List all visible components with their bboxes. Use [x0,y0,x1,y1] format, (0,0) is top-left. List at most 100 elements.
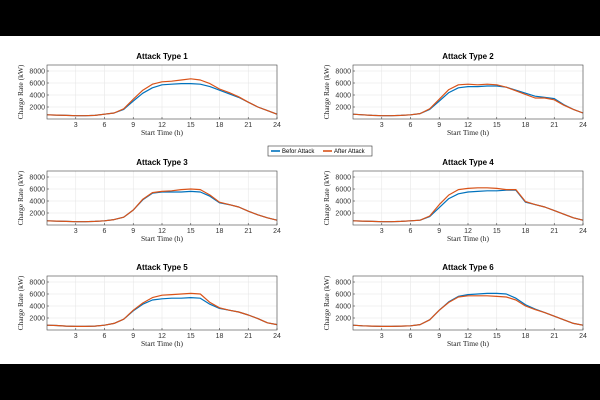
x-tick-label: 6 [409,122,413,129]
series-line-after-attack [352,187,584,223]
panel-5: 3 6 9 12 15 18 21 24 2000 4000 6000 8000 Attack Type… [16,263,281,348]
y-tick-label: 4000 [29,304,45,311]
series-line-after-attack [46,188,278,223]
x-tick-label: 21 [550,122,558,129]
y-tick-label: 4000 [335,304,351,311]
x-tick-label: 6 [103,333,107,340]
y-tick-label: 8000 [335,175,351,182]
x-tick-label: 12 [464,228,472,235]
chart-grid: 3 6 9 12 15 18 21 24 2000 4000 6000 8000 Attack Type… [16,52,587,348]
x-tick-label: 21 [244,228,252,235]
y-tick-label: 2000 [335,105,351,112]
panel-1: 3 6 9 12 15 18 21 24 2000 4000 6000 8000 Attack Type… [16,52,281,137]
y-axis-label: Charge Rate (kW) [322,170,331,225]
y-tick-label: 2000 [29,316,45,323]
y-tick-label: 2000 [29,211,45,218]
panel-title: Attack Type 6 [442,263,494,272]
x-tick-label: 9 [131,228,135,235]
x-axis-label: Start Time (h) [447,128,490,137]
x-tick-label: 18 [216,122,224,129]
x-tick-label: 21 [550,333,558,340]
x-tick-label: 3 [380,333,384,340]
y-tick-label: 2000 [29,105,45,112]
x-tick-label: 18 [522,122,530,129]
y-tick-label: 4000 [335,199,351,206]
x-tick-label: 24 [273,228,281,235]
x-tick-label: 24 [579,122,587,129]
panel-3: 3 6 9 12 15 18 21 24 2000 4000 6000 8000 Attack Type… [16,158,281,243]
y-tick-label: 8000 [335,280,351,287]
x-tick-label: 6 [103,122,107,129]
x-axis-label: Start Time (h) [141,234,184,243]
series-line-after-attack [352,83,584,117]
panel-4: 3 6 9 12 15 18 21 24 2000 4000 6000 8000 Attack Type… [322,158,587,243]
x-tick-label: 15 [187,333,195,340]
y-tick-label: 4000 [29,93,45,100]
y-axis-label: Charge Rate (kW) [16,170,25,225]
legend-label-befor-attack: Befor Attack [282,149,315,155]
y-tick-label: 4000 [29,199,45,206]
x-tick-label: 12 [158,333,166,340]
figure: 3 6 9 12 15 18 21 24 2000 4000 6000 8000 Attack Type… [0,36,600,364]
y-tick-label: 8000 [29,175,45,182]
x-tick-label: 21 [244,122,252,129]
x-tick-label: 9 [437,122,441,129]
x-tick-label: 18 [216,228,224,235]
x-tick-label: 9 [131,122,135,129]
x-tick-label: 24 [579,228,587,235]
x-tick-label: 15 [493,228,501,235]
series-line-after-attack [46,78,278,117]
x-tick-label: 6 [103,228,107,235]
x-tick-label: 9 [437,228,441,235]
series-line-after-attack [46,292,278,327]
x-tick-label: 12 [464,122,472,129]
x-tick-label: 15 [187,122,195,129]
x-tick-label: 3 [380,228,384,235]
legend: Befor Attack After Attack [267,145,373,157]
x-tick-label: 18 [522,333,530,340]
x-axis-label: Start Time (h) [141,339,184,348]
x-tick-label: 6 [409,333,413,340]
x-tick-label: 24 [273,333,281,340]
y-tick-label: 8000 [335,69,351,76]
x-tick-label: 18 [216,333,224,340]
x-tick-label: 21 [550,228,558,235]
panel-title: Attack Type 5 [136,263,188,272]
legend-box [267,145,373,157]
x-tick-label: 15 [187,228,195,235]
y-tick-label: 4000 [335,93,351,100]
y-tick-label: 6000 [29,292,45,299]
panel-title: Attack Type 3 [136,158,188,167]
panel-title: Attack Type 2 [442,52,494,61]
legend-label-after-attack: After Attack [334,149,366,155]
x-tick-label: 18 [522,228,530,235]
x-tick-label: 3 [74,228,78,235]
panel-title: Attack Type 1 [136,52,188,61]
x-axis-label: Start Time (h) [447,234,490,243]
x-tick-label: 3 [380,122,384,129]
y-tick-label: 6000 [335,187,351,194]
y-axis-label: Charge Rate (kW) [322,64,331,119]
panel-6: 3 6 9 12 15 18 21 24 2000 4000 6000 8000 Attack Type… [322,263,587,348]
x-tick-label: 3 [74,333,78,340]
x-tick-label: 24 [579,333,587,340]
y-tick-label: 6000 [29,187,45,194]
x-tick-label: 15 [493,333,501,340]
x-tick-label: 6 [409,228,413,235]
x-axis-label: Start Time (h) [141,128,184,137]
y-tick-label: 6000 [29,81,45,88]
y-tick-label: 8000 [29,280,45,287]
x-tick-label: 9 [131,333,135,340]
x-tick-label: 12 [464,333,472,340]
y-tick-label: 8000 [29,69,45,76]
x-tick-label: 21 [244,333,252,340]
x-tick-label: 24 [273,122,281,129]
x-tick-label: 3 [74,122,78,129]
panel-title: Attack Type 4 [442,158,494,167]
y-axis-label: Charge Rate (kW) [322,275,331,330]
x-tick-label: 9 [437,333,441,340]
x-axis-label: Start Time (h) [447,339,490,348]
x-tick-label: 12 [158,122,166,129]
series-line-after-attack [352,295,584,327]
y-tick-label: 6000 [335,292,351,299]
